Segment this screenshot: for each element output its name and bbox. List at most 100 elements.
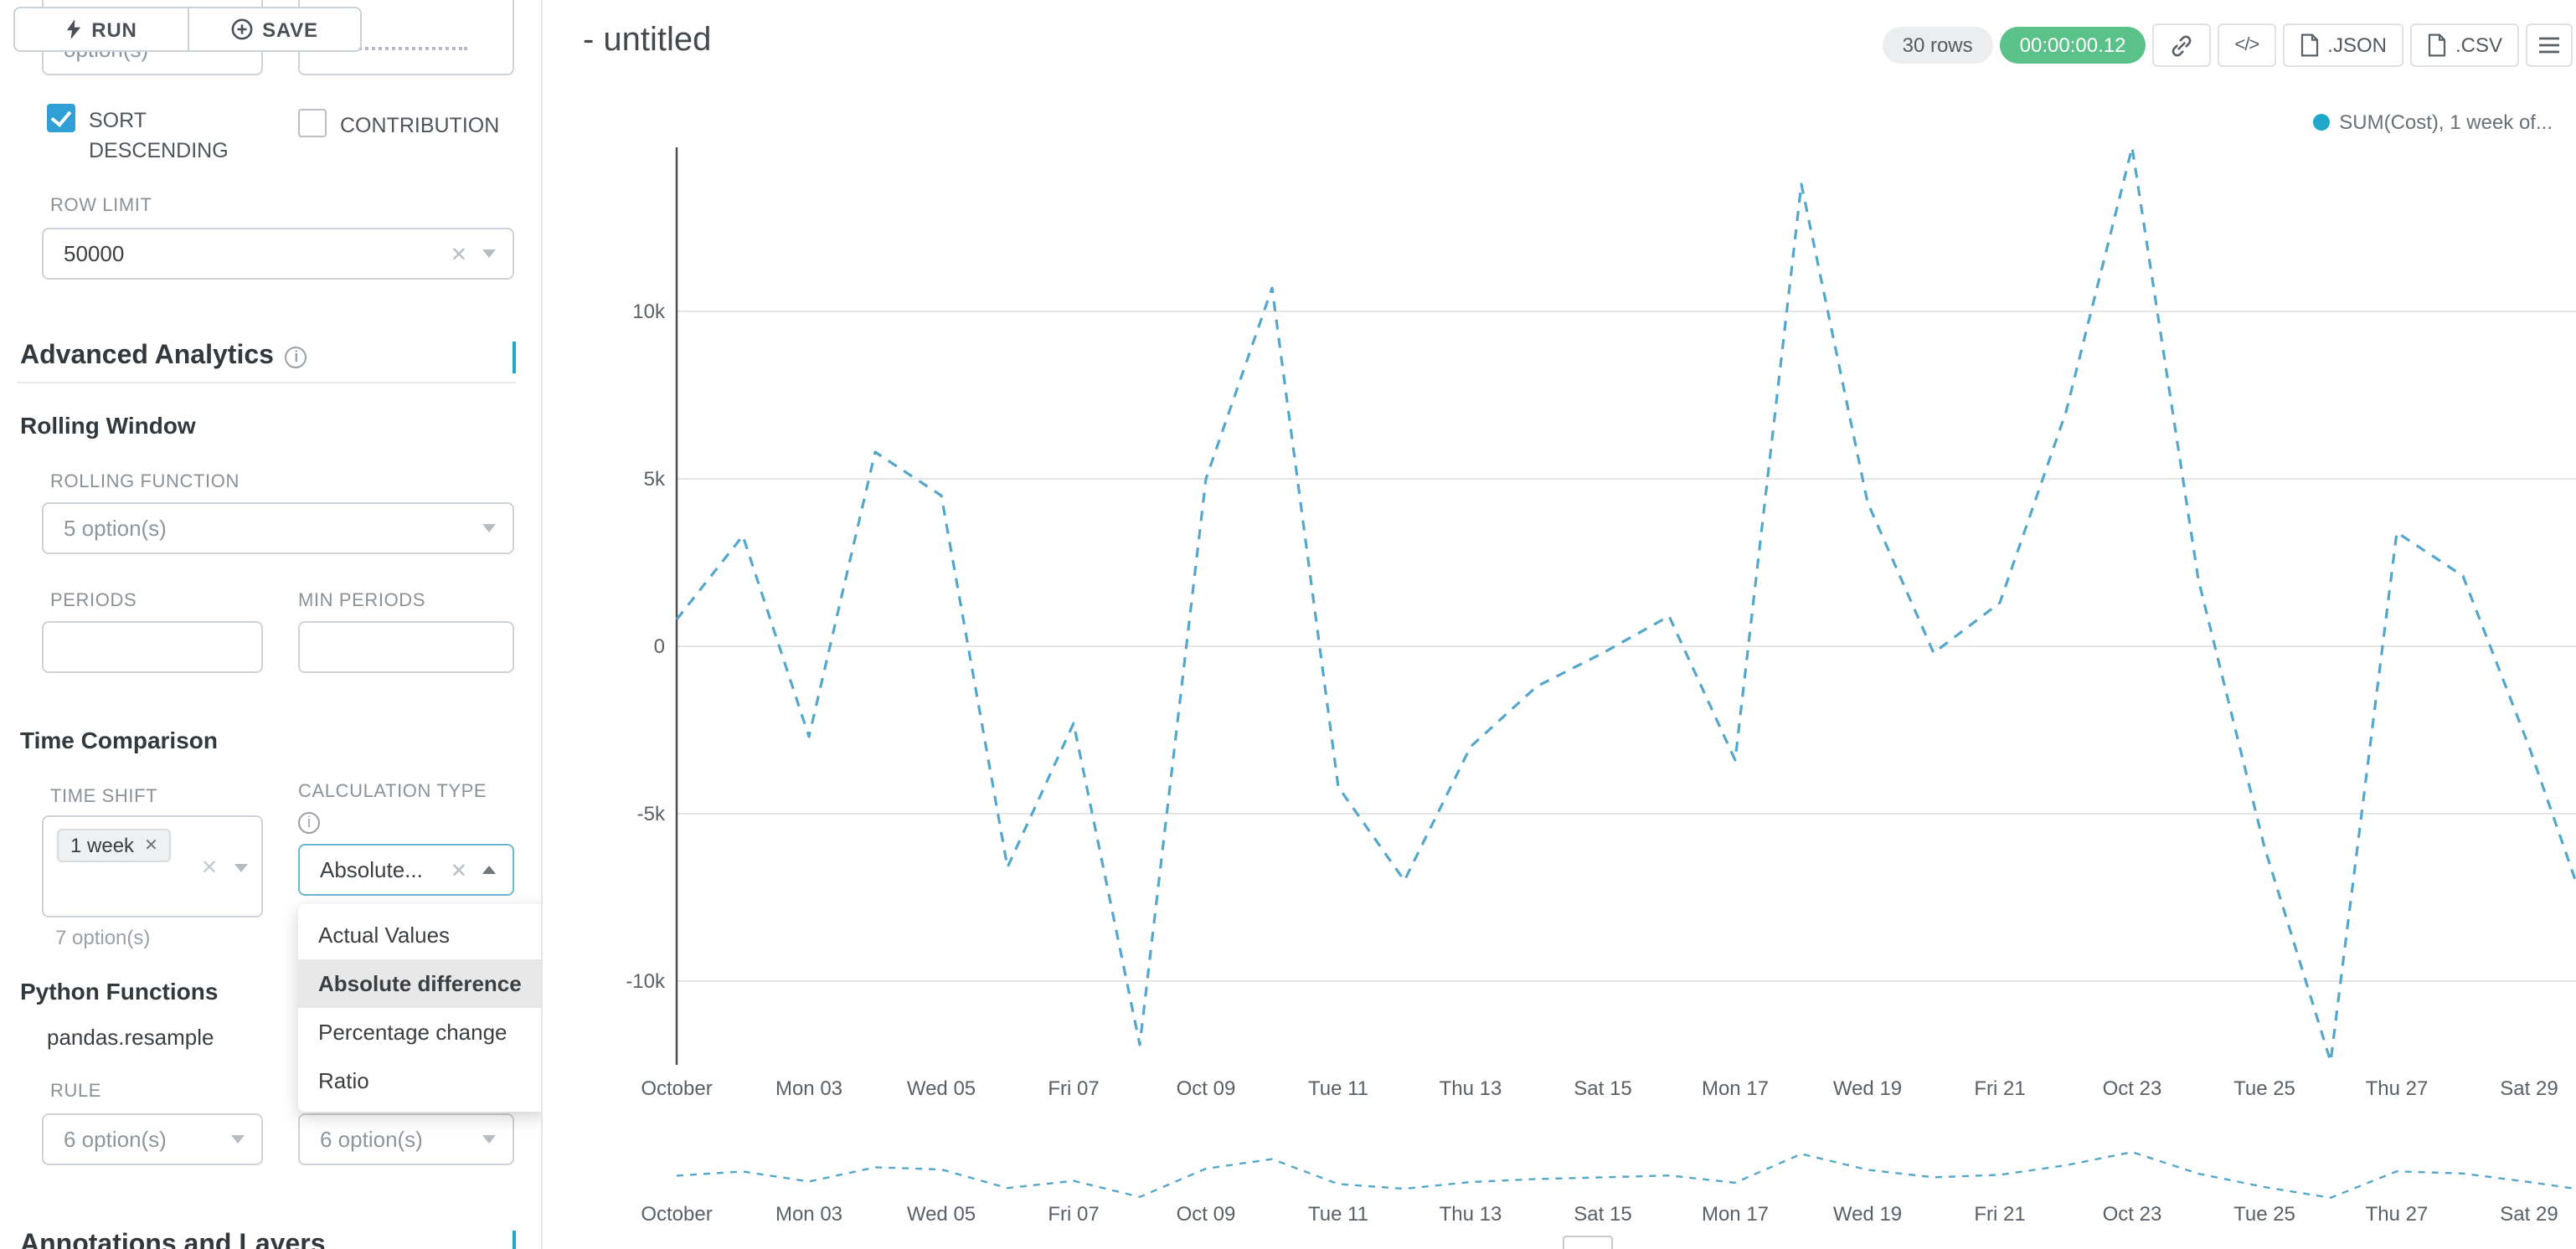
run-button[interactable]: RUN bbox=[15, 8, 188, 50]
annotations-layers-header[interactable]: Annotations and Layers bbox=[20, 1227, 516, 1249]
svg-text:Thu 27: Thu 27 bbox=[2366, 1077, 2429, 1100]
calculation-type-label: CALCULATION TYPE bbox=[298, 782, 487, 802]
tag-remove-icon[interactable]: ✕ bbox=[144, 836, 158, 855]
calculation-type-dropdown: Actual Values Absolute difference Percenta… bbox=[298, 904, 541, 1112]
svg-text:Mon 17: Mon 17 bbox=[1702, 1203, 1769, 1226]
time-shift-label: TIME SHIFT bbox=[50, 787, 158, 807]
contribution-checkbox[interactable] bbox=[298, 109, 327, 137]
svg-text:Sat 15: Sat 15 bbox=[1574, 1203, 1631, 1226]
calculation-type-select[interactable]: Absolute... ✕ bbox=[298, 844, 514, 896]
clear-icon[interactable]: ✕ bbox=[450, 242, 467, 265]
truncated-field-right[interactable] bbox=[298, 0, 514, 75]
result-controls: 30 rows 00:00:00.12 </> .JSON .CSV bbox=[1882, 23, 2573, 67]
dropdown-option[interactable]: Actual Values bbox=[318, 923, 451, 948]
sort-descending-label: SORT DESCENDING bbox=[89, 109, 229, 163]
svg-text:0: 0 bbox=[654, 635, 665, 658]
periods-input[interactable] bbox=[42, 621, 263, 673]
dropdown-option[interactable]: Absolute difference bbox=[298, 959, 541, 1008]
periods-label: PERIODS bbox=[50, 591, 137, 611]
file-icon bbox=[2428, 33, 2446, 57]
time-shift-tag: 1 week ✕ bbox=[57, 829, 172, 862]
clear-icon[interactable]: ✕ bbox=[450, 858, 467, 881]
advanced-analytics-title: Advanced Analytics bbox=[20, 342, 274, 370]
dropdown-option[interactable]: Percentage change bbox=[318, 1020, 507, 1045]
svg-text:10k: 10k bbox=[632, 301, 666, 323]
rolling-window-title: Rolling Window bbox=[20, 412, 196, 439]
svg-text:Oct 09: Oct 09 bbox=[1177, 1203, 1236, 1226]
svg-text:Thu 13: Thu 13 bbox=[1440, 1077, 1502, 1100]
contribution-label: CONTRIBUTION bbox=[340, 114, 500, 137]
code-icon: </> bbox=[2234, 35, 2259, 55]
svg-text:Wed 05: Wed 05 bbox=[907, 1203, 976, 1226]
min-periods-label: MIN PERIODS bbox=[298, 591, 426, 611]
rule-secondary-placeholder: 6 option(s) bbox=[320, 1127, 423, 1152]
min-periods-input[interactable] bbox=[298, 621, 514, 673]
truncated-bottom-control[interactable] bbox=[1563, 1236, 1613, 1249]
svg-text:Sat 15: Sat 15 bbox=[1574, 1077, 1631, 1100]
query-timer-badge: 00:00:00.12 bbox=[1999, 27, 2146, 64]
svg-text:Fri 07: Fri 07 bbox=[1048, 1203, 1099, 1226]
clear-icon[interactable]: ✕ bbox=[200, 856, 218, 879]
download-csv-button[interactable]: .CSV bbox=[2409, 23, 2519, 67]
annotations-layers-title: Annotations and Layers bbox=[20, 1231, 326, 1249]
row-limit-select[interactable]: 50000 ✕ bbox=[42, 228, 514, 280]
chevron-up-icon bbox=[513, 342, 516, 373]
svg-text:Oct 23: Oct 23 bbox=[2103, 1077, 2162, 1100]
svg-text:Thu 27: Thu 27 bbox=[2366, 1203, 2429, 1226]
svg-text:Fri 07: Fri 07 bbox=[1048, 1077, 1099, 1100]
svg-text:October: October bbox=[641, 1077, 712, 1100]
python-functions-title: Python Functions bbox=[20, 978, 219, 1005]
rule-placeholder: 6 option(s) bbox=[64, 1127, 167, 1152]
svg-text:Oct 23: Oct 23 bbox=[2103, 1203, 2162, 1226]
sort-descending-checkbox[interactable] bbox=[47, 104, 75, 132]
legend-dot bbox=[2312, 114, 2330, 131]
svg-text:Fri 21: Fri 21 bbox=[1974, 1203, 2025, 1226]
dropdown-option[interactable]: Ratio bbox=[318, 1068, 369, 1093]
advanced-analytics-header[interactable]: Advanced Analytics i bbox=[20, 338, 516, 375]
svg-text:Tue 25: Tue 25 bbox=[2233, 1203, 2295, 1226]
svg-text:Wed 19: Wed 19 bbox=[1833, 1203, 1902, 1226]
svg-text:Mon 03: Mon 03 bbox=[775, 1077, 842, 1100]
multiselect-icons: ✕ bbox=[201, 856, 248, 879]
svg-text:Sat 29: Sat 29 bbox=[2500, 1077, 2558, 1100]
rule-label: RULE bbox=[50, 1082, 102, 1102]
time-shift-tag-label: 1 week bbox=[70, 834, 135, 857]
row-limit-value: 50000 bbox=[64, 241, 125, 266]
svg-text:Sat 29: Sat 29 bbox=[2500, 1203, 2558, 1226]
svg-text:Wed 19: Wed 19 bbox=[1833, 1077, 1902, 1100]
view-query-button[interactable]: </> bbox=[2218, 23, 2276, 67]
download-csv-label: .CSV bbox=[2455, 33, 2502, 57]
svg-text:5k: 5k bbox=[644, 468, 666, 491]
svg-text:Mon 03: Mon 03 bbox=[775, 1203, 842, 1226]
sort-descending-row: SORT DESCENDING bbox=[47, 104, 256, 167]
save-button[interactable]: SAVE bbox=[188, 8, 360, 50]
pandas-resample-label: pandas.resample bbox=[47, 1025, 214, 1050]
rolling-function-placeholder: 5 option(s) bbox=[64, 516, 167, 541]
copy-link-button[interactable] bbox=[2152, 23, 2212, 67]
rule-select[interactable]: 6 option(s) bbox=[42, 1113, 263, 1165]
hamburger-menu-icon bbox=[2539, 37, 2559, 54]
chart-svg: 10k 5k 0 -5k -10k October October Mon 03 Mon 03 W… bbox=[626, 146, 2576, 1226]
collapse-toggle[interactable] bbox=[513, 338, 516, 375]
rolling-function-label: ROLLING FUNCTION bbox=[50, 472, 240, 492]
chart-title: - untitled bbox=[583, 22, 712, 59]
row-limit-label: ROW LIMIT bbox=[50, 196, 152, 216]
time-shift-multiselect[interactable]: 1 week ✕ ✕ bbox=[42, 815, 263, 917]
section-divider bbox=[17, 382, 516, 383]
download-json-button[interactable]: .JSON bbox=[2282, 23, 2403, 67]
svg-text:Fri 21: Fri 21 bbox=[1974, 1077, 2025, 1100]
svg-text:Mon 17: Mon 17 bbox=[1702, 1077, 1769, 1100]
row-count-badge: 30 rows bbox=[1882, 27, 1993, 64]
file-icon bbox=[2300, 33, 2318, 57]
collapse-toggle[interactable] bbox=[513, 1227, 516, 1249]
rule-select-secondary[interactable]: 6 option(s) bbox=[298, 1113, 514, 1165]
svg-text:Tue 25: Tue 25 bbox=[2233, 1077, 2295, 1100]
svg-text:-10k: -10k bbox=[626, 970, 666, 993]
rolling-function-select[interactable]: 5 option(s) bbox=[42, 502, 514, 554]
chart-legend[interactable]: SUM(Cost), 1 week of... bbox=[2312, 111, 2553, 134]
chart-menu-button[interactable] bbox=[2526, 23, 2573, 67]
run-save-button-group: RUN SAVE bbox=[13, 7, 362, 52]
caret-up-icon bbox=[482, 866, 496, 874]
legend-label: SUM(Cost), 1 week of... bbox=[2339, 111, 2553, 134]
